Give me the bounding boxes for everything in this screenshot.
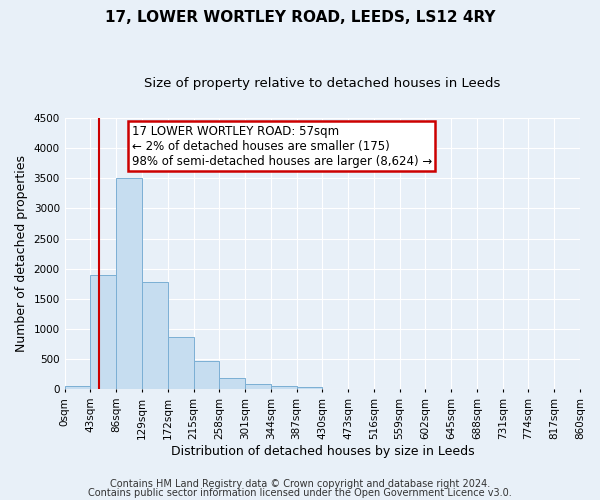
- Bar: [168, 338, 193, 389]
- Bar: [91, 274, 116, 389]
- Bar: [142, 282, 168, 389]
- Bar: [219, 378, 245, 389]
- Bar: [245, 384, 271, 389]
- Bar: [296, 388, 322, 389]
- Bar: [271, 386, 296, 389]
- Bar: [65, 386, 91, 389]
- Bar: [193, 362, 219, 389]
- Text: Contains public sector information licensed under the Open Government Licence v3: Contains public sector information licen…: [88, 488, 512, 498]
- Bar: [116, 178, 142, 389]
- Title: Size of property relative to detached houses in Leeds: Size of property relative to detached ho…: [144, 78, 500, 90]
- Text: 17 LOWER WORTLEY ROAD: 57sqm
← 2% of detached houses are smaller (175)
98% of se: 17 LOWER WORTLEY ROAD: 57sqm ← 2% of det…: [131, 125, 432, 168]
- Text: 17, LOWER WORTLEY ROAD, LEEDS, LS12 4RY: 17, LOWER WORTLEY ROAD, LEEDS, LS12 4RY: [105, 10, 495, 25]
- Y-axis label: Number of detached properties: Number of detached properties: [15, 155, 28, 352]
- Text: Contains HM Land Registry data © Crown copyright and database right 2024.: Contains HM Land Registry data © Crown c…: [110, 479, 490, 489]
- X-axis label: Distribution of detached houses by size in Leeds: Distribution of detached houses by size …: [170, 444, 474, 458]
